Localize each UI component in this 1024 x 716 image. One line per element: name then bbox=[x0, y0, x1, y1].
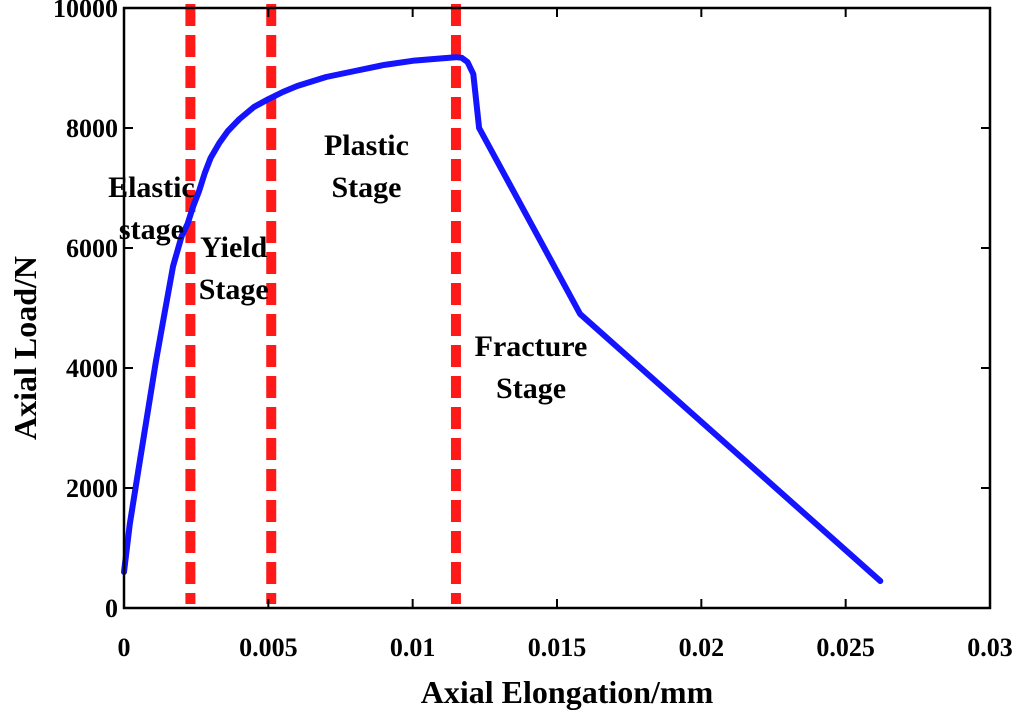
stage-annotation-line: Stage bbox=[496, 372, 566, 405]
y-tick-label: 4000 bbox=[66, 354, 118, 383]
y-tick-label: 6000 bbox=[66, 234, 118, 263]
x-tick-label: 0.015 bbox=[528, 633, 587, 662]
stage-annotation-line: stage bbox=[119, 213, 184, 246]
data-series bbox=[121, 54, 884, 584]
y-tick-label: 0 bbox=[105, 594, 118, 623]
stage-annotation-line: Stage bbox=[331, 171, 401, 204]
stage-annotation-line: Yield bbox=[200, 231, 268, 264]
y-tick-label: 8000 bbox=[66, 114, 118, 143]
stage-annotation-3: Plastic Stage bbox=[324, 129, 409, 204]
x-tick-label: 0.025 bbox=[816, 633, 875, 662]
y-axis-title: Axial Load/N bbox=[7, 256, 43, 440]
x-tick-label: 0.01 bbox=[390, 633, 436, 662]
stage-annotation-4: Fracture Stage bbox=[475, 330, 588, 405]
x-tick-label: 0.005 bbox=[239, 633, 298, 662]
series-line-1 bbox=[121, 54, 884, 584]
stage-annotation-line: Plastic bbox=[324, 129, 409, 162]
stage-annotation-line: Stage bbox=[199, 273, 269, 306]
x-tick-label: 0.02 bbox=[679, 633, 725, 662]
x-tick-label: 0 bbox=[118, 633, 131, 662]
stage-annotation-1: Elastic stage bbox=[108, 171, 195, 246]
y-tick-label: 2000 bbox=[66, 474, 118, 503]
x-axis-title: Axial Elongation/mm bbox=[421, 674, 714, 710]
x-tick-label: 0.03 bbox=[967, 633, 1013, 662]
y-tick-label: 10000 bbox=[53, 0, 118, 23]
stage-annotation-line: Fracture bbox=[475, 330, 588, 363]
stage-annotation-2: Yield Stage bbox=[199, 231, 269, 306]
stage-annotation-line: Elastic bbox=[108, 171, 195, 204]
stage-boundaries bbox=[185, 4, 461, 604]
axes: 0 0.005 0.01 0.015 0.02 0.025 0.03 0 2000 4000 600… bbox=[53, 0, 1013, 662]
